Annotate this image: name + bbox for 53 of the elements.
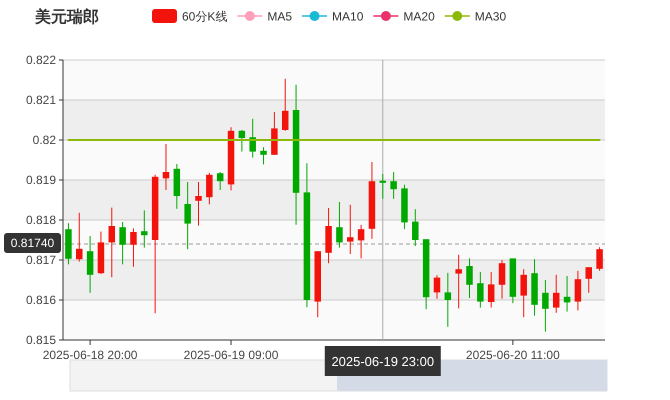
candlestick xyxy=(455,254,462,309)
candlestick xyxy=(347,204,354,254)
candlestick xyxy=(336,202,343,248)
candlestick xyxy=(520,268,527,318)
legend-label: MA10 xyxy=(332,10,364,24)
candlestick xyxy=(108,207,116,278)
candlestick xyxy=(260,146,267,165)
candlestick xyxy=(162,144,170,190)
x-tick-label: 2025-06-20 11:00 xyxy=(466,348,560,362)
candlestick xyxy=(216,172,224,190)
candlestick xyxy=(498,260,506,300)
y-tick-label: 0.822 xyxy=(26,53,56,67)
candlestick xyxy=(477,272,484,308)
candlestick xyxy=(564,276,570,312)
candlestick xyxy=(390,172,397,200)
candlestick xyxy=(596,246,603,272)
candlestick xyxy=(76,212,83,262)
legend-label: 60分K线 xyxy=(182,10,228,24)
candlestick xyxy=(358,224,364,259)
legend-label: MA30 xyxy=(474,10,506,24)
y-tick-label: 0.817 xyxy=(26,253,56,267)
candlestick xyxy=(195,182,202,226)
candlestick xyxy=(542,280,549,332)
candlestick xyxy=(434,274,440,300)
x-tick-label: 2025-06-19 23:00 xyxy=(331,354,434,369)
candlestick xyxy=(412,208,419,246)
candlestick xyxy=(488,272,494,308)
x-tick-label: 2025-06-19 09:00 xyxy=(184,348,279,362)
candlestick xyxy=(238,130,246,152)
y-tick-label: 0.82 xyxy=(32,133,56,147)
y-tick-label: 0.816 xyxy=(26,293,56,307)
chart-title: 美元瑞郎 xyxy=(34,7,99,26)
candlestick xyxy=(282,78,288,132)
candlestick xyxy=(380,174,386,200)
candlestick xyxy=(585,266,592,294)
candlestick xyxy=(466,258,473,298)
candlestick xyxy=(86,236,94,294)
candlestick xyxy=(206,172,213,205)
candlestick xyxy=(130,228,137,268)
y-tick-label: 0.821 xyxy=(26,93,56,107)
candlestick xyxy=(119,222,126,265)
y-tick-label: 0.819 xyxy=(26,173,56,187)
candlestick xyxy=(552,274,560,314)
y-tick-label: 0.818 xyxy=(26,213,56,227)
candlestick xyxy=(574,270,582,311)
legend-label: MA5 xyxy=(267,10,292,24)
y-tick-label: 0.815 xyxy=(26,333,56,347)
legend-label: MA20 xyxy=(403,10,436,24)
x-tick-label: 2025-06-18 20:00 xyxy=(42,348,138,362)
ref-line-label: 0.81740 xyxy=(10,236,55,250)
candlestick xyxy=(444,272,452,328)
candlestick xyxy=(184,182,191,250)
candlestick xyxy=(141,210,148,248)
